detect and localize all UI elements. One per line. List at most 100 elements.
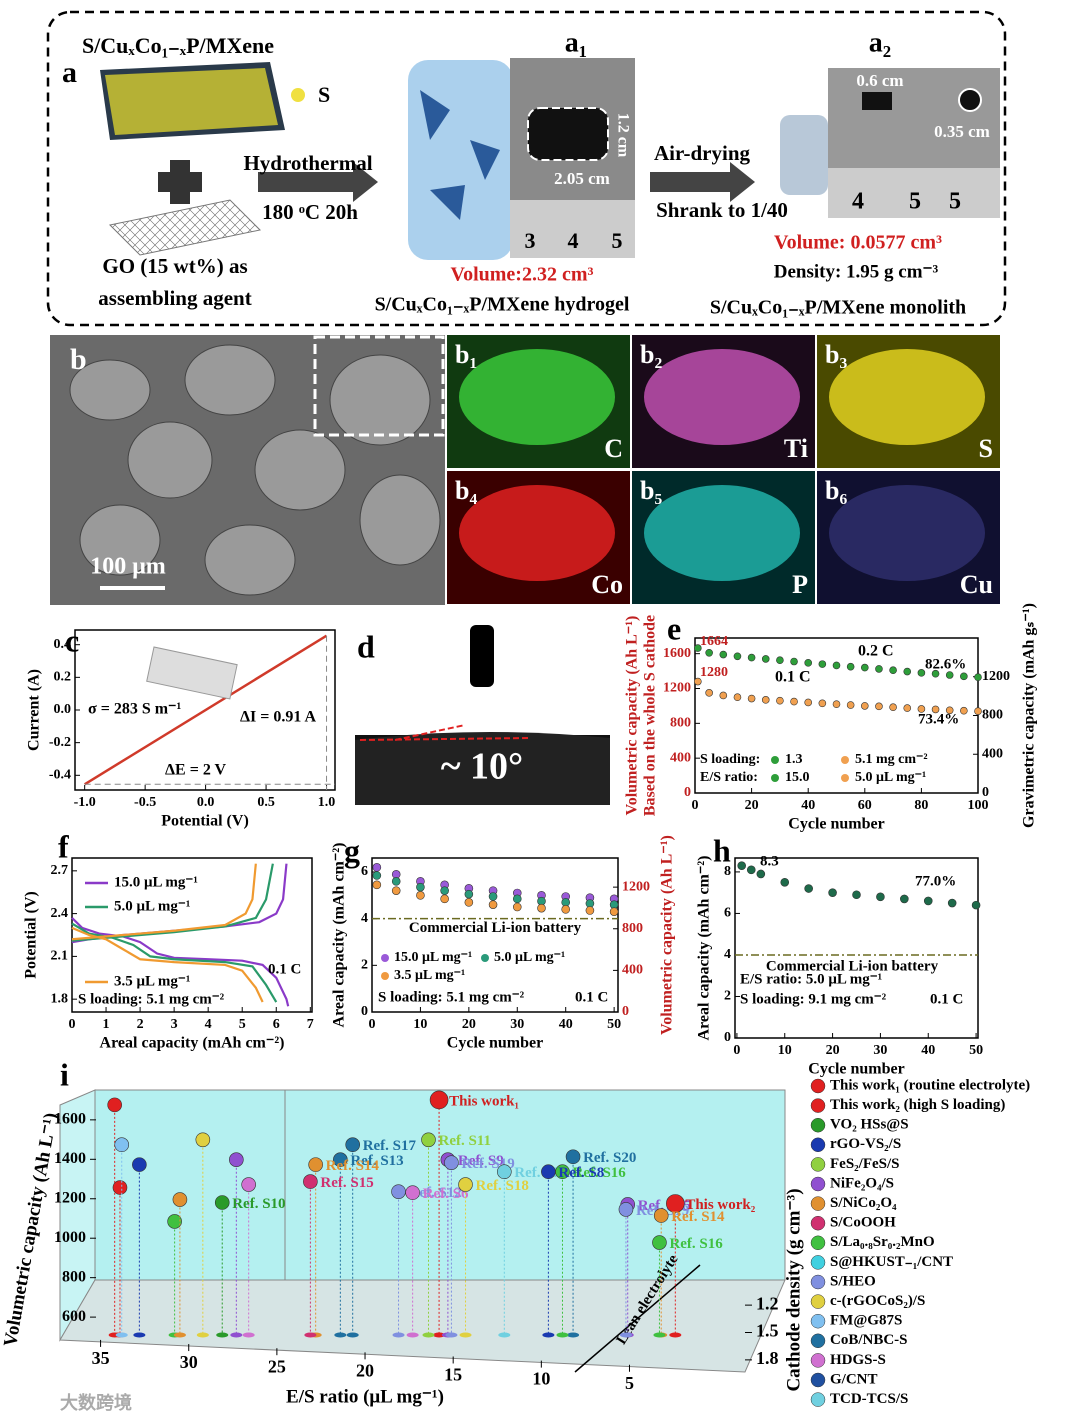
y-tick-label: 2 [361,958,368,973]
arrow [258,162,378,202]
y-tick-label: -0.2 [49,735,71,750]
data-point [733,652,742,661]
panel-label: c [65,622,79,658]
x-tick-label: 100 [968,798,989,813]
x-tick-label: 1.0 [318,795,336,810]
ruler-digit: 5 [909,189,921,215]
annotation: 0.1 C [575,989,608,1005]
data-point [345,1137,360,1153]
data-point [889,666,897,675]
data-point [372,863,382,872]
data-point [746,865,756,875]
point-label: Ref. S8 [558,1165,604,1181]
data-point [241,1177,256,1192]
data-point [832,700,841,708]
legend-label: c-(rGOCoS₂)/S [830,1293,925,1309]
x-tick-label: 20 [826,1043,840,1058]
step-text: 180 ᵒC 20h [262,200,358,224]
legend-label: rGO-VS₂/S [830,1136,901,1152]
legend-label: 5.0 μL mg⁻¹ [494,950,565,965]
panel-label: h [713,832,731,868]
y-tick-label: 0.2 [54,670,72,685]
data-point [114,1137,130,1153]
floor-dot [242,1332,255,1338]
y-tick-label: 1600 [663,646,691,661]
legend-dot [771,774,779,782]
legend-dot [841,774,849,782]
legend-dot [810,1157,826,1172]
floor-dot [567,1332,580,1338]
annotation: 0.1 C [930,991,963,1007]
legend-dot [810,1313,826,1329]
legend-label: 15.0 μL mg⁻¹ [114,874,198,890]
element-signal [829,349,985,445]
y-axis-label: Volumetric capacity (Ah L⁻¹) [624,616,641,816]
needle [470,625,494,687]
y-axis-label: Potential (V) [23,891,40,979]
data-point [372,880,382,890]
sample [527,107,609,161]
legend-label: This work₁ (routine electrolyte) [830,1077,1030,1093]
legend-dot [810,1215,826,1231]
x-axis-label: Potential (V) [161,813,249,830]
data-point [391,1184,406,1199]
data-point [444,1155,459,1170]
dimension: 1.2 cm [614,113,631,158]
legend-dot [841,756,849,764]
data-point [917,669,926,677]
y-tick-label: 0.4 [54,637,72,652]
legend-dot [810,1235,826,1251]
y-tick-label: 2.4 [51,906,69,921]
data-point [416,882,425,892]
z-tick-label: 1.5 [756,1321,779,1341]
plot-frame [734,857,979,1039]
ruler [828,168,1000,218]
x-tick-label: 15 [444,1365,462,1385]
data-point [974,673,982,681]
floor-dot [406,1332,419,1338]
s-dot [291,88,305,102]
legend-label: S/La₀.₈Sr₀.₂MnO [830,1234,935,1250]
z-axis-label: Cathode density (g cm⁻³) [783,1188,804,1391]
data-point [761,655,770,663]
x-axis-label: Cycle number [788,816,884,833]
annotation: E/S ratio: [700,770,758,785]
composite-illustration [100,62,285,256]
y-tick-label: 600 [62,1308,86,1325]
floor-dot [115,1332,128,1338]
legend-dot [810,1137,826,1153]
particles [69,344,441,596]
reference-label: Commercial Li-ion battery [766,958,939,974]
data-point [719,650,728,659]
z-tick-label: 1.2 [756,1293,779,1313]
arrow [650,162,755,202]
legend-dot [810,1392,826,1407]
annotation: 1.3 [785,752,803,767]
data-point [875,665,883,673]
legend-label: FM@G87S [830,1313,902,1329]
data-point [875,702,883,711]
data-point [405,1185,420,1200]
data-point [860,702,869,710]
panel-label: a [62,56,77,89]
element-signal [459,485,615,581]
contact-angle: ~ 10° [441,746,523,788]
ruler [510,200,635,258]
data-point [429,1090,449,1110]
floor-dot [392,1332,405,1338]
annotation: ΔE = 2 V [165,762,227,779]
data-point [132,1157,147,1172]
volume: Volume:2.32 cm³ [450,264,593,286]
data-point [776,696,784,705]
x-axis-label: Areal capacity (mAh cm⁻²) [100,1035,285,1052]
z-tick-label: 1.8 [756,1348,779,1368]
y-axis-label: Areal capacity (mAh cm⁻²) [696,856,713,1041]
data-point [974,707,982,715]
x-tick-label: 6 [273,1017,280,1032]
step-text: Air-drying [654,141,751,165]
floor-dot [653,1332,666,1338]
sample-name: S/CuₓCo₁₋ₓP/MXene hydrogel [375,294,630,316]
map-label: b₆ [825,476,847,505]
annotation: σ = 283 S m⁻¹ [88,701,181,718]
